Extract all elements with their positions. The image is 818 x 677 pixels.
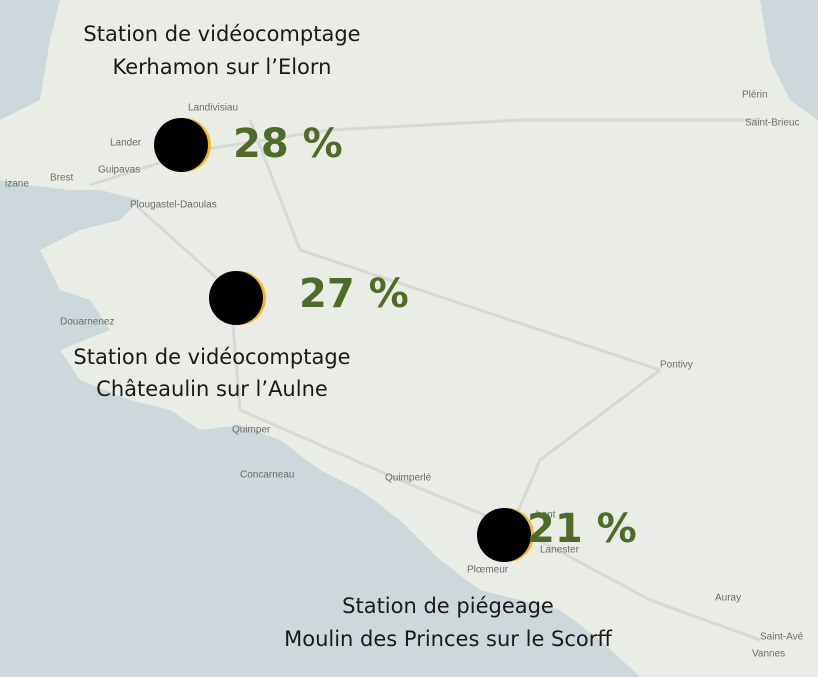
place-name: Saint-Brieuc xyxy=(745,118,799,129)
place-name: Lanester xyxy=(540,545,580,556)
place-name: Vannes xyxy=(752,649,785,660)
station-marker xyxy=(477,508,531,562)
place-name: Pontivy xyxy=(660,360,693,371)
station-marker xyxy=(209,271,263,325)
place-name: Lander xyxy=(110,138,142,149)
station-label: Station de vidéocomptage xyxy=(73,345,350,369)
place-name: Quimperlé xyxy=(385,473,432,484)
place-name: Plœmeur xyxy=(467,565,509,576)
station-label: Station de piégeage xyxy=(342,594,554,618)
station-percent: 28 % xyxy=(233,121,343,167)
station-marker xyxy=(154,118,208,172)
station-percent: 27 % xyxy=(299,271,409,317)
place-name: Concarneau xyxy=(240,470,294,481)
station-label: Kerhamon sur l’Elorn xyxy=(113,55,332,79)
place-name: Plérin xyxy=(742,90,768,101)
sea xyxy=(760,0,818,120)
place-name: Quimper xyxy=(232,425,271,436)
place-name: Saint-Avé xyxy=(760,632,804,643)
place-name: izane xyxy=(5,179,29,190)
place-name: Landivisiau xyxy=(188,103,238,114)
place-name: Brest xyxy=(50,173,74,184)
station-percent: 21 % xyxy=(527,506,637,552)
place-name: bont xyxy=(536,510,556,521)
station-label: Châteaulin sur l’Aulne xyxy=(96,377,328,401)
station-label: Station de vidéocomptage xyxy=(83,22,360,46)
place-name: Guipavas xyxy=(98,165,140,176)
place-name: Plougastel-Daoulas xyxy=(130,200,217,211)
place-name: Auray xyxy=(715,593,741,604)
place-name: Douarnenez xyxy=(60,317,114,328)
station-label: Moulin des Princes sur le Scorff xyxy=(284,627,612,651)
